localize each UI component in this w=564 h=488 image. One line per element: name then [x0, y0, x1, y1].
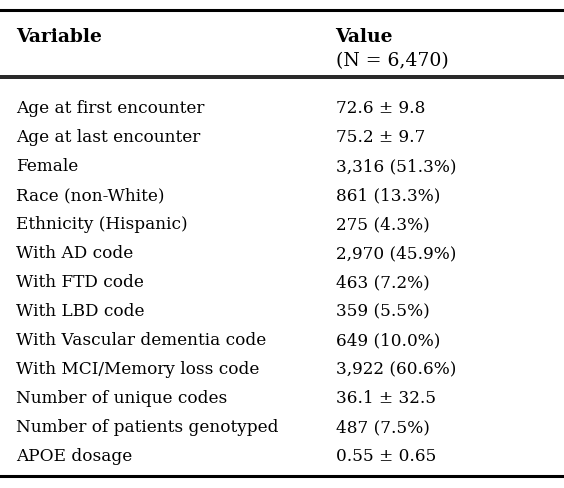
- Text: Number of patients genotyped: Number of patients genotyped: [16, 419, 278, 436]
- Text: Female: Female: [16, 158, 78, 175]
- Text: APOE dosage: APOE dosage: [16, 448, 132, 465]
- Text: With Vascular dementia code: With Vascular dementia code: [16, 332, 266, 349]
- Text: Age at first encounter: Age at first encounter: [16, 100, 204, 117]
- Text: 36.1 ± 32.5: 36.1 ± 32.5: [336, 390, 436, 407]
- Text: Ethnicity (Hispanic): Ethnicity (Hispanic): [16, 216, 187, 233]
- Text: 75.2 ± 9.7: 75.2 ± 9.7: [336, 129, 425, 146]
- Text: 3,316 (51.3%): 3,316 (51.3%): [336, 158, 456, 175]
- Text: 2,970 (45.9%): 2,970 (45.9%): [336, 245, 456, 262]
- Text: Number of unique codes: Number of unique codes: [16, 390, 227, 407]
- Text: 275 (4.3%): 275 (4.3%): [336, 216, 429, 233]
- Text: 3,922 (60.6%): 3,922 (60.6%): [336, 361, 456, 378]
- Text: 861 (13.3%): 861 (13.3%): [336, 187, 440, 204]
- Text: Age at last encounter: Age at last encounter: [16, 129, 200, 146]
- Text: With FTD code: With FTD code: [16, 274, 144, 291]
- Text: 72.6 ± 9.8: 72.6 ± 9.8: [336, 100, 425, 117]
- Text: (N = 6,470): (N = 6,470): [336, 52, 448, 70]
- Text: 487 (7.5%): 487 (7.5%): [336, 419, 429, 436]
- Text: 0.55 ± 0.65: 0.55 ± 0.65: [336, 448, 436, 465]
- Text: With MCI/Memory loss code: With MCI/Memory loss code: [16, 361, 259, 378]
- Text: 359 (5.5%): 359 (5.5%): [336, 303, 429, 320]
- Text: Race (non-White): Race (non-White): [16, 187, 164, 204]
- Text: With LBD code: With LBD code: [16, 303, 144, 320]
- Text: Variable: Variable: [16, 28, 102, 46]
- Text: 649 (10.0%): 649 (10.0%): [336, 332, 440, 349]
- Text: Value: Value: [336, 28, 393, 46]
- Text: 463 (7.2%): 463 (7.2%): [336, 274, 429, 291]
- Text: With AD code: With AD code: [16, 245, 133, 262]
